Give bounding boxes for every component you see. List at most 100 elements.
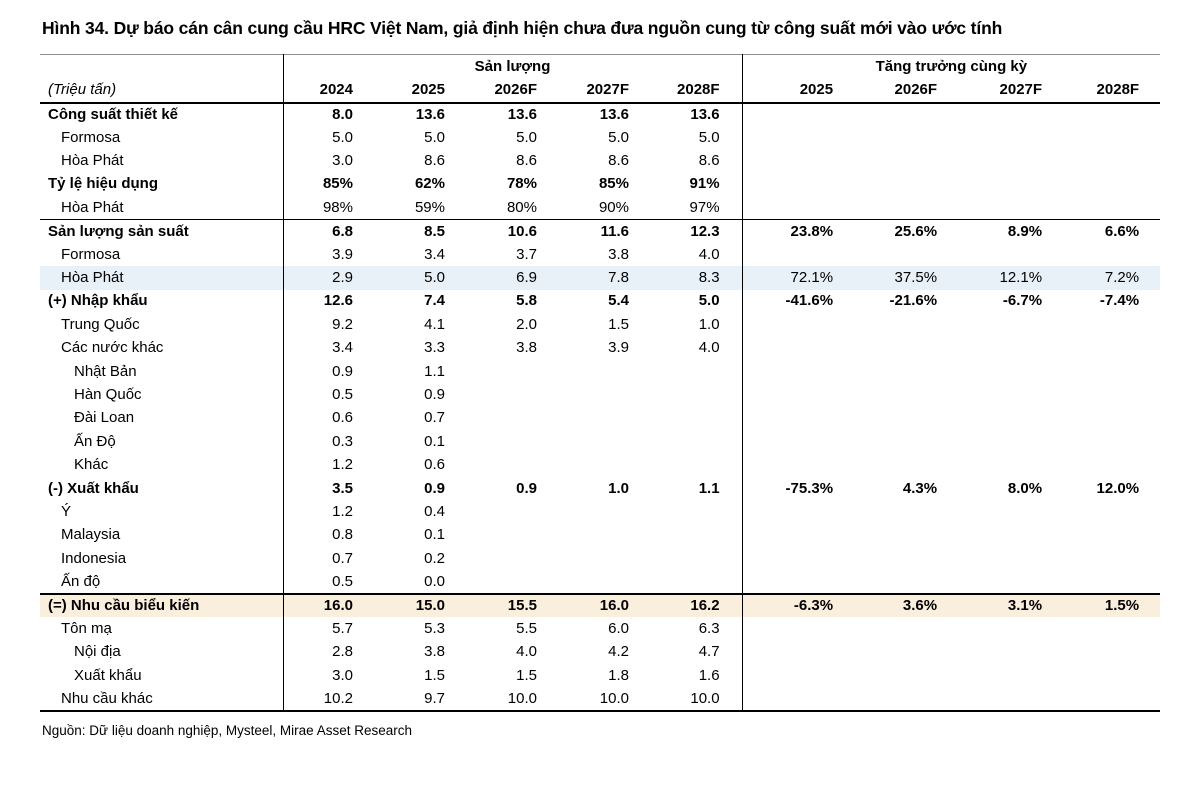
growth-value-cell <box>741 359 848 384</box>
production-value-cell: 11.6 <box>600 222 629 240</box>
growth-value-cell <box>951 640 1056 663</box>
growth-value-cell <box>847 430 951 453</box>
production-value-cell: 0.1 <box>424 432 445 450</box>
group-header-spacer <box>40 55 283 79</box>
production-value-cell <box>559 430 651 453</box>
table-row: Indonesia 0.7 0.2 <box>40 546 1160 571</box>
row-label: Hòa Phát <box>40 196 283 220</box>
production-value-cell: 4.1 <box>424 315 445 333</box>
production-value-cell: 0.9 <box>282 359 375 384</box>
growth-value-cell <box>951 570 1056 593</box>
growth-value-cell <box>847 640 951 663</box>
production-value-cell: 12.3 <box>690 222 720 240</box>
production-group-header: Sản lượng <box>282 54 743 79</box>
table-row: Ấn Độ 0.3 0.1 <box>40 429 1160 454</box>
growth-value-cell <box>847 336 951 359</box>
growth-value-cell <box>1056 313 1160 336</box>
production-value-cell: 97% <box>651 196 743 220</box>
production-value-cell: 4.2 <box>608 643 629 661</box>
row-label: Hàn Quốc <box>74 386 142 403</box>
row-label: Xuất khẩu <box>74 666 142 684</box>
production-year-header: 2027F <box>559 78 651 104</box>
production-value-cell: 7.8 <box>608 269 629 287</box>
production-value-cell: 0.9 <box>424 479 445 497</box>
production-value-cell <box>559 524 651 547</box>
growth-year-header: 2026F <box>847 78 952 104</box>
production-value-cell <box>651 570 742 593</box>
growth-value-cell <box>1056 149 1160 172</box>
row-label: Indonesia <box>61 549 127 567</box>
production-value-cell: 0.6 <box>424 456 445 474</box>
growth-value-cell: 3.6% <box>847 592 952 618</box>
production-value-cell: 5.0 <box>424 128 445 146</box>
table-row: Nhật Bản 0.9 1.1 <box>40 359 1160 384</box>
production-value-cell: 3.0 <box>282 663 375 688</box>
growth-value-cell <box>1056 664 1160 687</box>
growth-value-cell <box>951 524 1056 547</box>
growth-value-cell <box>847 313 951 336</box>
group-header-row: Sản lượng Tăng trưởng cùng kỳ <box>40 54 1161 79</box>
table-row: Trung Quốc 9.2 4.1 2.0 1.5 1.0 <box>40 313 1160 337</box>
production-value-cell <box>651 524 742 547</box>
production-value-cell: 5.0 <box>698 292 720 310</box>
growth-value-cell <box>741 242 848 267</box>
production-value-cell: 59% <box>375 196 467 220</box>
table-row: (=) Nhu cầu biểu kiến 16.0 15.0 15.5 16.0 16.… <box>40 592 1161 618</box>
row-label: Nhật Bản <box>74 362 137 380</box>
growth-value-cell <box>741 663 848 688</box>
production-value-cell <box>467 547 559 570</box>
growth-value-cell: 23.8% <box>741 219 848 243</box>
production-value-cell <box>651 383 742 406</box>
growth-value-cell: 4.3% <box>902 479 938 497</box>
production-value-cell: 10.0 <box>690 689 720 707</box>
growth-value-cell <box>847 500 951 523</box>
production-value-cell: 1.0 <box>698 315 720 333</box>
production-value-cell: 8.3 <box>698 269 720 287</box>
growth-value-cell <box>847 524 951 547</box>
growth-value-cell <box>741 102 848 126</box>
growth-value-cell <box>951 547 1056 570</box>
production-value-cell: 13.6 <box>415 105 445 123</box>
production-value-cell: 3.4 <box>282 336 375 360</box>
growth-value-cell <box>741 149 848 173</box>
growth-value-cell <box>1056 524 1160 547</box>
growth-value-cell <box>1056 173 1160 196</box>
production-value-cell: 8.6 <box>608 152 629 170</box>
growth-value-cell <box>847 407 951 430</box>
growth-value-cell <box>847 173 951 196</box>
table-row: Malaysia 0.8 0.1 <box>40 523 1160 547</box>
growth-value-cell: 7.2% <box>1104 269 1140 287</box>
production-value-cell: 3.9 <box>608 339 629 357</box>
growth-group-header: Tăng trưởng cùng kỳ <box>741 54 1161 79</box>
growth-value-cell <box>1056 360 1160 383</box>
growth-value-cell <box>951 617 1056 640</box>
production-value-cell: 4.0 <box>698 339 720 357</box>
row-label: Tỷ lệ hiệu dụng <box>48 175 159 193</box>
growth-value-cell <box>951 336 1056 359</box>
production-value-cell: 1.5 <box>516 666 537 684</box>
table-row: Formosa 5.0 5.0 5.0 5.0 5.0 <box>40 125 1160 150</box>
production-value-cell: 10.0 <box>507 689 537 707</box>
row-label: Ấn Độ <box>74 432 116 450</box>
table-row: (+) Nhập khẩu 12.6 7.4 5.8 5.4 5.0 -41.6% -21.6… <box>40 289 1160 314</box>
production-value-cell: 5.0 <box>698 128 720 146</box>
growth-value-cell <box>847 243 951 266</box>
growth-value-cell: -6.7% <box>1002 292 1043 310</box>
production-value-cell: 5.0 <box>282 125 375 150</box>
growth-value-cell <box>951 126 1056 149</box>
growth-value-cell <box>951 687 1056 710</box>
production-value-cell <box>559 360 651 383</box>
table-row: Xuất khẩu 3.0 1.5 1.5 1.8 1.6 <box>40 663 1160 688</box>
production-value-cell: 0.9 <box>424 386 445 403</box>
table-row: Đài Loan 0.6 0.7 <box>40 406 1160 430</box>
growth-value-cell <box>951 313 1056 336</box>
figure-container: Hình 34. Dự báo cán cân cung cầu HRC Việ… <box>40 18 1161 738</box>
table-row: Ý 1.2 0.4 <box>40 500 1160 524</box>
unit-label: (Triệu tấn) <box>40 78 283 104</box>
production-value-cell: 3.0 <box>282 149 375 173</box>
production-value-cell: 85% <box>282 172 375 197</box>
production-value-cell: 8.5 <box>424 222 445 240</box>
production-value-cell: 2.0 <box>516 315 537 333</box>
growth-value-cell <box>1056 570 1160 593</box>
table-row: Hàn Quốc 0.5 0.9 <box>40 383 1160 407</box>
